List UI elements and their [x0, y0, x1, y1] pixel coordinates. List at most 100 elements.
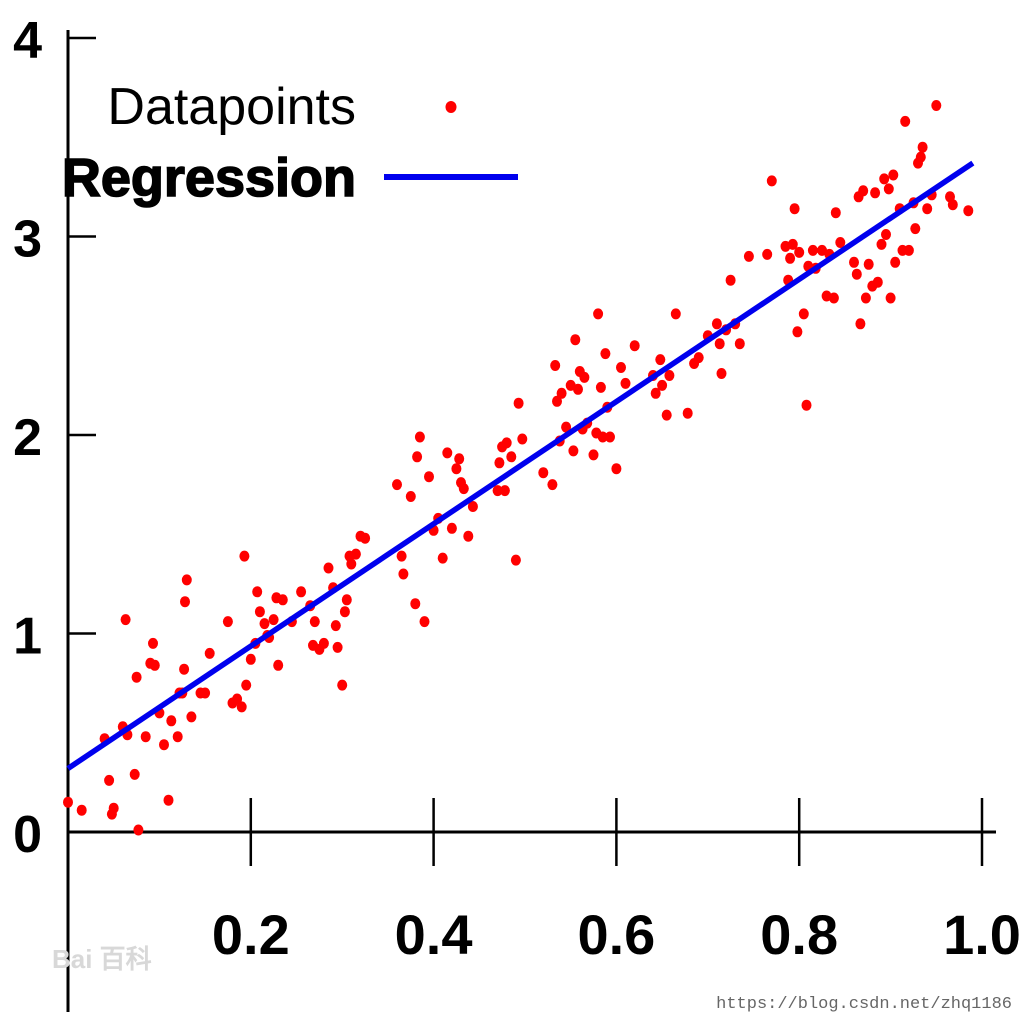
data-point: [910, 223, 921, 235]
data-point: [254, 606, 265, 618]
x-tick-label: 0.6: [577, 903, 655, 966]
legend: Datapoints Regression: [61, 78, 518, 209]
data-point: [849, 256, 859, 268]
data-point: [517, 433, 528, 445]
data-point: [885, 292, 896, 304]
data-point: [789, 203, 800, 215]
data-point: [657, 379, 668, 391]
y-tick-label: 2: [13, 409, 42, 467]
data-point: [510, 554, 521, 566]
data-point: [860, 292, 871, 304]
y-tick-label: 3: [13, 211, 42, 269]
data-point: [915, 151, 926, 163]
data-point: [851, 268, 862, 280]
x-tick-label: 1.0: [943, 903, 1021, 966]
data-point: [222, 616, 233, 628]
legend-label-datapoints: Datapoints: [107, 78, 356, 136]
data-point: [664, 370, 675, 381]
data-point: [467, 501, 478, 512]
data-point: [318, 637, 329, 649]
data-point: [273, 659, 284, 671]
data-point: [337, 679, 348, 691]
data-point: [186, 711, 197, 723]
x-tick-label: 0.2: [212, 903, 290, 966]
data-point: [682, 407, 693, 419]
data-point: [570, 334, 581, 346]
data-point: [501, 437, 512, 449]
data-point: [963, 205, 974, 217]
legend-marker-datapoints: [445, 101, 457, 113]
data-point: [670, 308, 681, 320]
data-point: [350, 548, 361, 560]
data-point: [828, 292, 839, 304]
data-point: [693, 352, 704, 364]
data-point: [129, 768, 140, 780]
data-point: [588, 449, 599, 461]
data-point: [863, 258, 874, 270]
data-point: [573, 383, 583, 395]
data-point: [442, 447, 453, 459]
data-point: [236, 701, 247, 713]
data-point: [650, 387, 661, 399]
data-point: [611, 463, 622, 475]
data-point: [241, 679, 252, 691]
data-point: [931, 100, 942, 111]
data-point: [252, 586, 263, 598]
x-tick-label: 0.8: [760, 903, 838, 966]
data-point: [513, 397, 524, 409]
y-ticks: 0 1 2 3 4: [13, 12, 96, 864]
data-point: [858, 185, 869, 197]
data-point: [163, 794, 174, 806]
data-point: [716, 368, 727, 379]
data-point: [412, 451, 423, 463]
data-point: [296, 586, 307, 598]
data-point: [561, 421, 572, 433]
data-point: [900, 115, 911, 127]
regression-series: [66, 160, 975, 771]
data-point: [446, 522, 457, 534]
data-point: [200, 687, 211, 699]
axes: [66, 30, 996, 1012]
data-point: [396, 550, 407, 562]
data-point: [458, 483, 469, 495]
y-tick-label: 4: [13, 12, 42, 70]
data-point: [392, 479, 402, 491]
data-point: [785, 252, 796, 264]
data-point: [600, 348, 611, 360]
data-point: [890, 256, 901, 268]
data-point: [801, 399, 812, 411]
data-point: [876, 238, 887, 250]
data-point: [711, 318, 722, 330]
data-point: [922, 203, 933, 215]
data-point: [734, 338, 745, 350]
y-tick-label: 0: [13, 806, 42, 864]
data-point: [714, 338, 725, 350]
data-point: [743, 250, 754, 262]
data-point: [620, 377, 631, 389]
data-point: [855, 318, 866, 330]
data-point: [595, 381, 606, 393]
data-point: [492, 485, 503, 497]
data-point: [762, 248, 773, 260]
data-point: [605, 431, 615, 443]
data-point: [947, 199, 958, 211]
data-point: [341, 594, 352, 606]
data-point: [556, 387, 567, 399]
legend-label-regression: Regression: [62, 148, 356, 208]
data-point: [133, 824, 144, 836]
data-point: [419, 616, 430, 628]
data-point: [830, 207, 841, 219]
data-point: [798, 308, 809, 320]
data-point: [332, 641, 343, 653]
x-tick-label: 0.4: [395, 903, 473, 966]
data-point: [437, 552, 448, 564]
data-point: [339, 606, 350, 618]
data-point: [494, 457, 505, 469]
data-point: [725, 274, 736, 286]
data-point: [597, 431, 608, 443]
data-point: [204, 647, 215, 659]
data-point: [506, 451, 517, 463]
watermark-url: https://blog.csdn.net/zhq1186: [716, 995, 1012, 1014]
data-point: [180, 596, 190, 608]
